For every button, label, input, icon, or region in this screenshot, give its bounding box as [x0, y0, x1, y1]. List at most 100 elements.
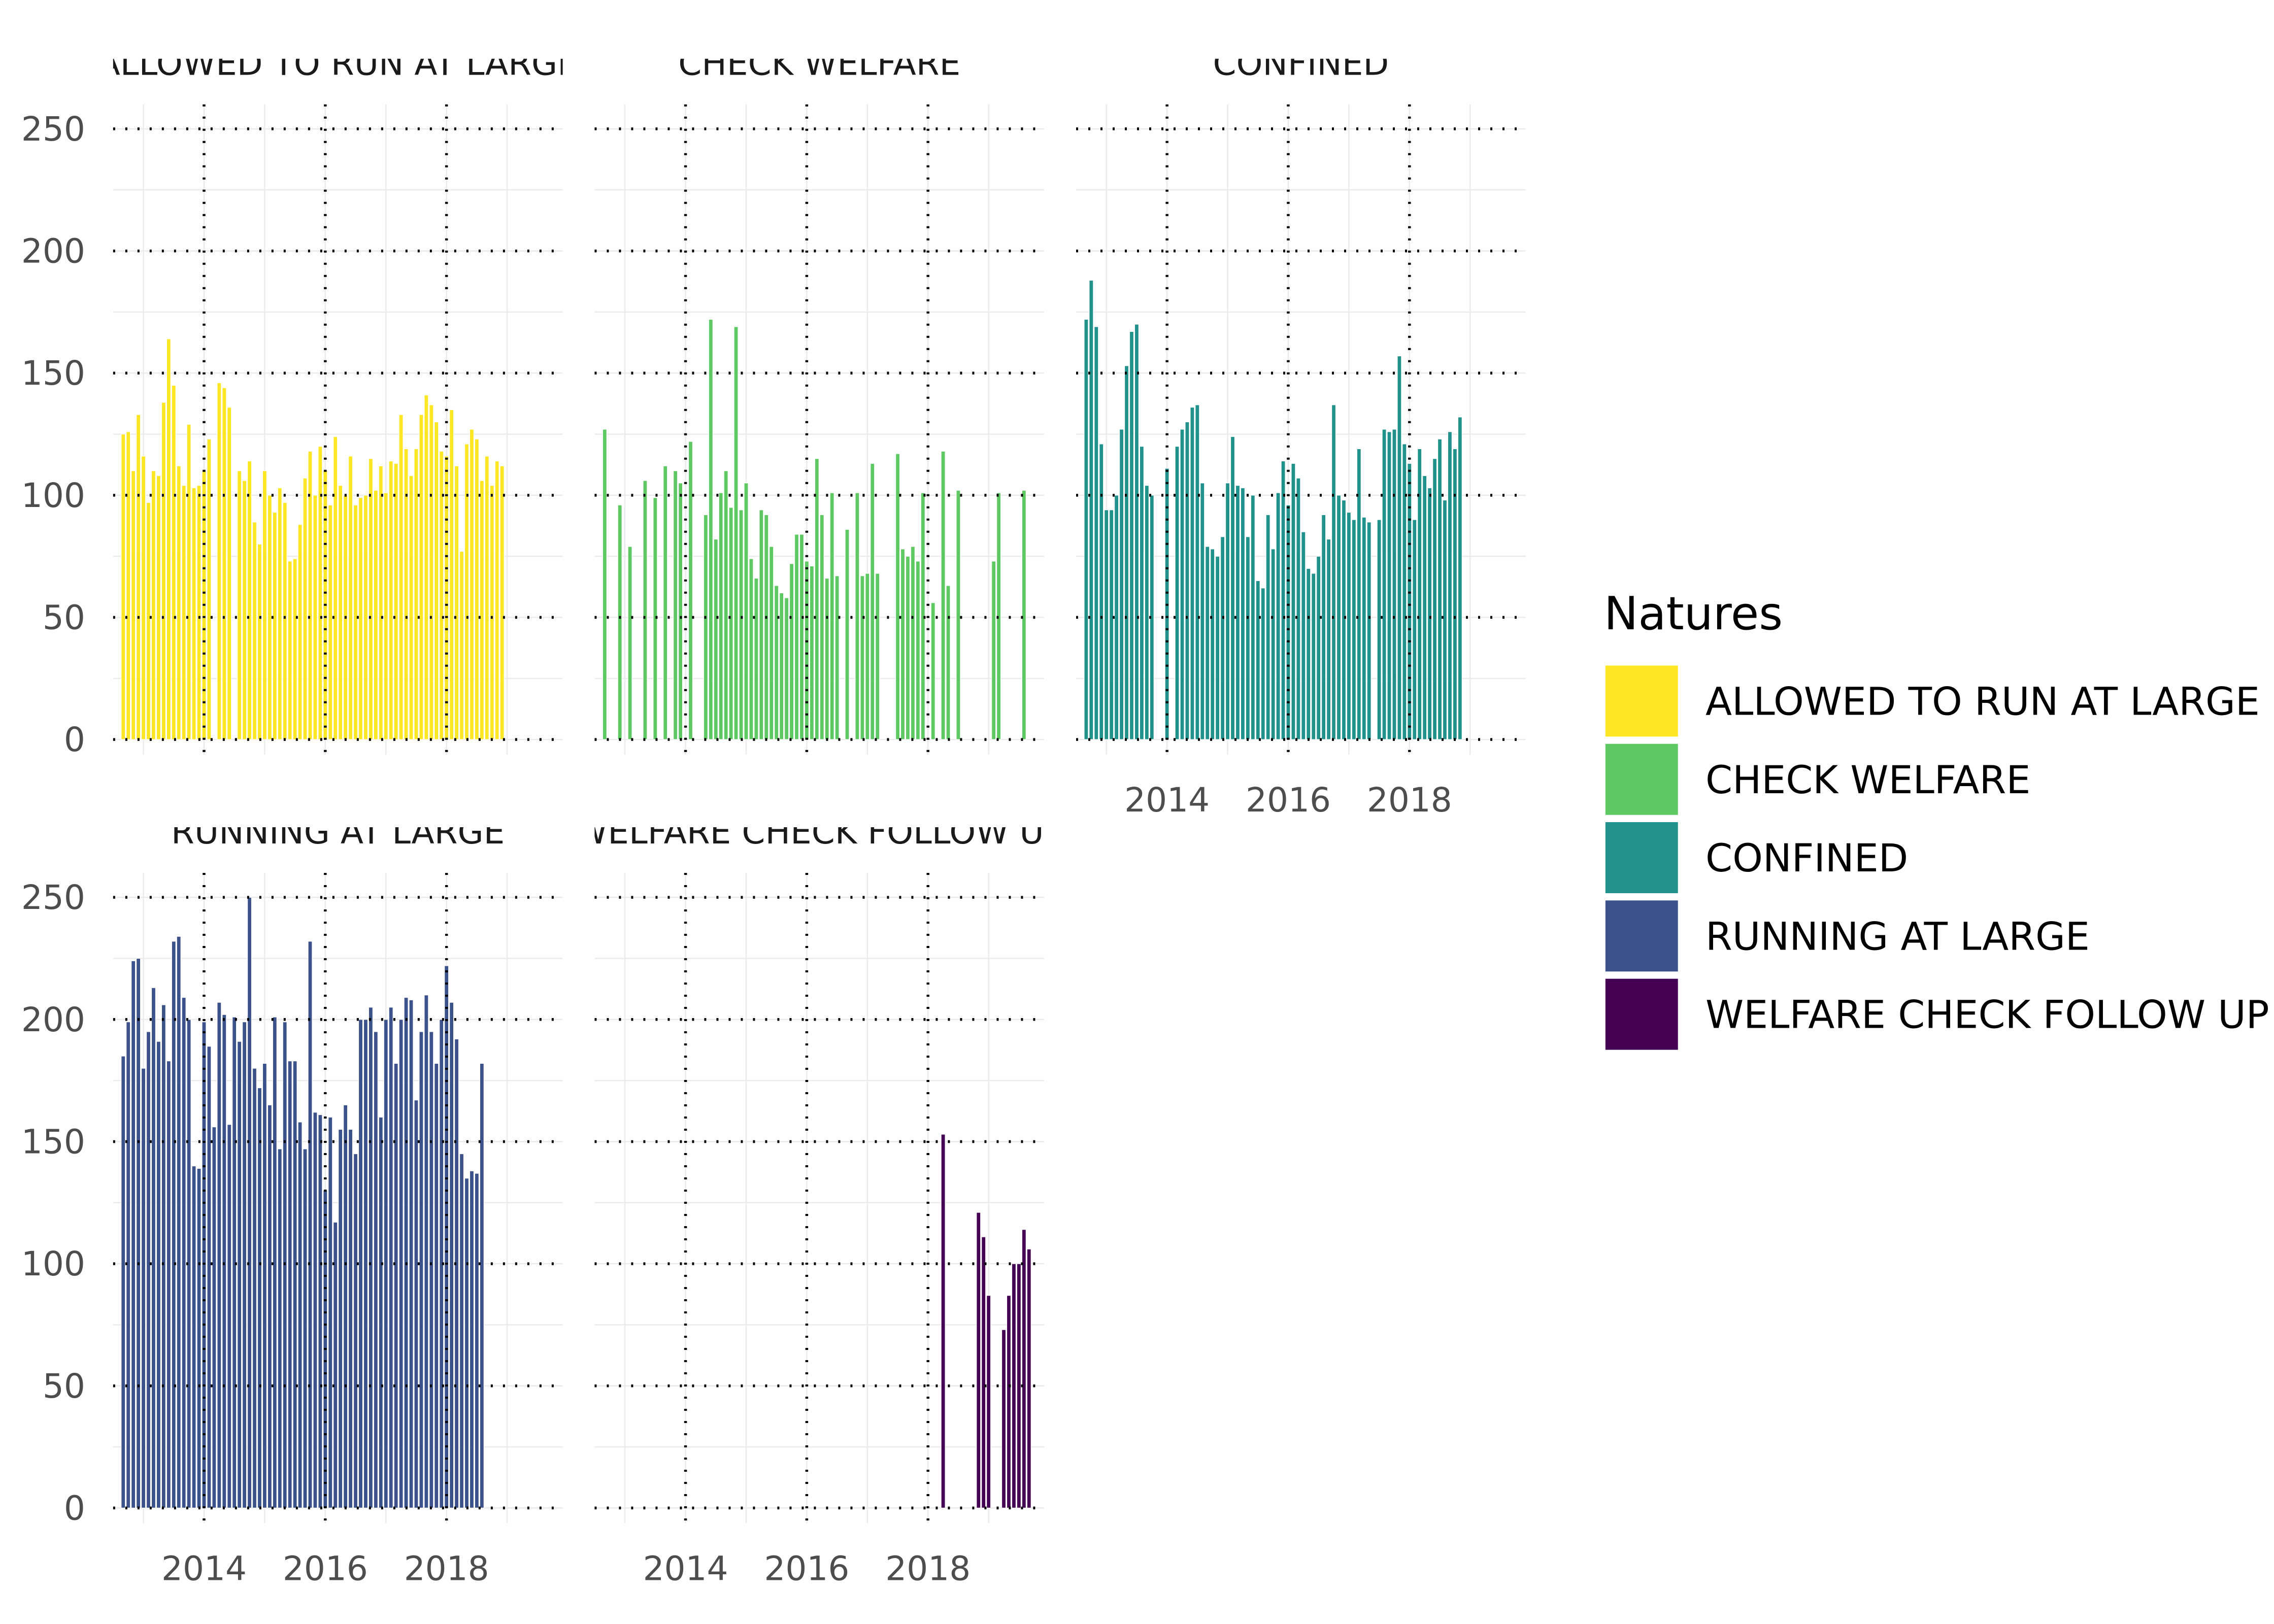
- bar: [1457, 417, 1462, 740]
- bar: [1452, 448, 1457, 740]
- bar: [156, 475, 161, 740]
- bar: [1109, 510, 1114, 740]
- bar: [176, 465, 181, 740]
- bar-series: [121, 897, 484, 1509]
- bar: [146, 1031, 151, 1509]
- bar: [1220, 536, 1225, 740]
- bar: [930, 602, 935, 740]
- bar: [789, 563, 794, 740]
- bar: [121, 433, 126, 740]
- bar: [824, 578, 829, 740]
- bar: [1001, 1329, 1007, 1509]
- bar: [469, 1170, 475, 1509]
- bar: [429, 1031, 434, 1509]
- bar: [1270, 549, 1276, 740]
- bar: [1407, 463, 1412, 740]
- bar: [1011, 1263, 1017, 1509]
- bar: [910, 546, 915, 740]
- bar: [146, 502, 151, 740]
- bar: [494, 460, 499, 740]
- bar: [333, 436, 338, 740]
- bar: [156, 1041, 161, 1509]
- bar: [915, 561, 920, 740]
- bar: [1144, 485, 1149, 740]
- bar: [809, 565, 814, 740]
- bar: [136, 958, 141, 1509]
- bar: [900, 549, 906, 740]
- bar: [252, 1068, 257, 1509]
- y-tick-label: 100: [21, 1244, 85, 1283]
- bar: [131, 960, 136, 1509]
- bar: [749, 558, 754, 740]
- bar: [297, 1122, 303, 1509]
- bar: [131, 470, 136, 740]
- bar: [1281, 460, 1286, 740]
- bar: [663, 465, 668, 740]
- bar: [237, 470, 242, 740]
- bar: [1260, 588, 1265, 740]
- x-tick-label: 2014: [643, 1549, 728, 1588]
- bar: [479, 1063, 484, 1509]
- bar: [419, 414, 424, 740]
- bar: [196, 485, 202, 740]
- bar: [257, 1087, 262, 1509]
- bar: [191, 487, 196, 740]
- legend-title: Natures: [1604, 587, 1783, 640]
- bar: [257, 544, 262, 740]
- bar: [393, 1063, 398, 1509]
- bar: [1286, 504, 1291, 740]
- bar: [368, 458, 373, 740]
- bar: [759, 510, 764, 740]
- reference-lines: [1076, 104, 1526, 755]
- bar: [981, 1236, 986, 1509]
- bar: [1021, 490, 1026, 740]
- bar: [1215, 556, 1220, 740]
- x-tick-label: 2018: [1367, 781, 1452, 820]
- bar: [454, 1038, 459, 1509]
- bar: [308, 941, 313, 1509]
- y-tick-label: 250: [21, 878, 85, 917]
- bar: [956, 490, 961, 740]
- bar: [941, 451, 946, 740]
- bar: [227, 1124, 232, 1509]
- bar: [1255, 580, 1260, 740]
- bar: [1316, 556, 1321, 740]
- bar: [368, 1007, 373, 1509]
- x-tick-label: 2014: [1124, 781, 1210, 820]
- bar: [673, 470, 678, 740]
- bar: [176, 936, 181, 1509]
- bar: [247, 897, 252, 1509]
- bar: [434, 1063, 439, 1509]
- bar: [1230, 436, 1235, 740]
- bar-series: [602, 319, 1026, 740]
- bar: [388, 1007, 393, 1509]
- bar: [774, 585, 779, 740]
- bar: [126, 431, 131, 740]
- bar: [242, 480, 247, 740]
- bar: [499, 465, 505, 740]
- bar: [946, 585, 951, 740]
- bar: [459, 1153, 464, 1509]
- bar-series: [1084, 280, 1462, 740]
- bar: [292, 1061, 297, 1509]
- bar: [484, 456, 489, 740]
- bar: [764, 514, 769, 740]
- x-tick-label: 2014: [161, 1549, 247, 1588]
- bar: [207, 1046, 212, 1509]
- bar: [217, 382, 222, 740]
- bar: [1326, 538, 1331, 740]
- bar: [383, 492, 388, 740]
- bar: [252, 522, 257, 740]
- x-tick-label: 2016: [1246, 781, 1331, 820]
- bar: [297, 524, 303, 740]
- bar: [358, 1019, 363, 1509]
- bar: [845, 529, 850, 740]
- bar: [272, 512, 277, 740]
- bar: [449, 409, 454, 740]
- bar: [905, 556, 911, 740]
- bar: [474, 1173, 479, 1509]
- bar: [227, 407, 232, 740]
- bar: [1016, 1263, 1021, 1509]
- bar: [1175, 446, 1180, 740]
